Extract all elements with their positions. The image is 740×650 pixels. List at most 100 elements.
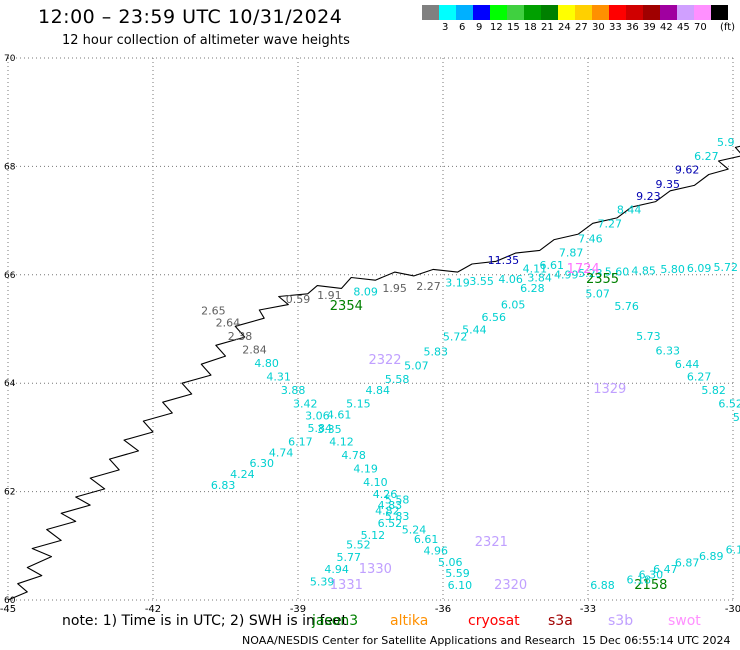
wave-height-label: 8.44: [617, 204, 642, 217]
color-swatch: [473, 5, 490, 20]
wave-height-label: 6.28: [520, 282, 545, 295]
wave-height-label: 4.83: [378, 499, 403, 512]
lat-tick-label: 62: [4, 488, 15, 498]
wave-height-label: 4.31: [266, 370, 291, 383]
wave-height-label: 5.9: [717, 136, 735, 149]
wave-height-label: 1329: [593, 382, 626, 397]
wave-height-label: 5.07: [404, 360, 429, 373]
color-scale-tick-label: 70: [694, 22, 707, 33]
wave-height-label: 4.85: [631, 264, 656, 277]
wave-height-label: 5.76: [614, 300, 639, 313]
wave-height-label: 6.27: [687, 370, 712, 383]
wave-height-label: 2.64: [216, 316, 241, 329]
wave-height-label: 6.87: [675, 556, 700, 569]
color-swatch: [524, 5, 541, 20]
wave-height-label: 5.72: [714, 261, 739, 274]
wave-height-label: 4.94: [324, 563, 349, 576]
wave-height-label: 0.59: [286, 293, 311, 306]
wave-height-label: 4.24: [230, 468, 255, 481]
wave-height-label: 4.19: [353, 463, 378, 476]
credit-text: NOAA/NESDIS Center for Satellite Applica…: [242, 634, 576, 647]
wave-height-label: 2.27: [416, 280, 441, 293]
wave-height-label: 5.82: [701, 384, 726, 397]
lon-tick-label: -42: [145, 604, 161, 615]
wave-height-label: 6.44: [675, 358, 700, 371]
lon-tick-label: -33: [580, 604, 596, 615]
wave-height-label: 2.84: [242, 343, 267, 356]
color-scale-tick-label: 3: [442, 22, 449, 33]
wave-height-label: 8.09: [353, 285, 378, 298]
color-swatch: [558, 5, 575, 20]
color-scale-unit: (ft): [720, 22, 736, 33]
color-scale-tick-label: 12: [490, 22, 503, 33]
track-time-label: 2355: [586, 272, 619, 287]
wave-height-label: 11.35: [488, 254, 520, 267]
wave-height-label: 3.35: [317, 423, 342, 436]
color-scale-tick-label: 42: [660, 22, 673, 33]
wave-height-label: 5.72: [443, 330, 468, 343]
satellite-legend-item: s3b: [608, 613, 634, 629]
wave-height-label: 1331: [330, 578, 363, 593]
wave-height-label: 5.58: [385, 373, 410, 386]
wave-height-label: 3.88: [281, 384, 306, 397]
wave-height-label: 4.11: [523, 263, 548, 276]
wave-height-label: 5.83: [424, 346, 449, 359]
wave-height-label: 4.61: [327, 408, 352, 421]
units-note: note: 1) Time is in UTC; 2) SWH is in fe…: [62, 613, 348, 629]
wave-height-label: 4.82: [375, 504, 400, 517]
wave-height-label: 4.10: [363, 476, 388, 489]
wave-height-label: 6.88: [590, 579, 615, 592]
wave-height-label: 7.87: [559, 246, 584, 259]
wave-height-label: 5.12: [361, 529, 386, 542]
lat-tick-label: 60: [4, 596, 16, 606]
lon-tick-label: -36: [435, 604, 451, 615]
wave-height-label: 3.06: [305, 410, 330, 423]
color-swatch: [422, 5, 439, 20]
wave-height-label: 3.84: [527, 271, 552, 284]
wave-height-label: 2322: [368, 353, 401, 368]
wave-height-label: 6.52: [378, 517, 403, 530]
wave-height-label: 6.09: [687, 262, 712, 275]
wave-height-label: 6.89: [699, 550, 724, 563]
wave-height-label: 4.74: [269, 446, 294, 459]
wave-height-label: 4.99: [554, 269, 579, 282]
satellite-legend-item: swot: [668, 613, 701, 629]
wave-height-labels: 0.59 1.91 8.09 1.95 2.27 3.19 3.55 4.06 3.84 4.99…: [201, 136, 740, 593]
color-scale-tick-label: 45: [677, 22, 690, 33]
color-swatch: [439, 5, 456, 20]
wave-height-label: 3.55: [469, 275, 494, 288]
map-axis-labels: -45 -42 -39 -36 -33 -30 70 68 66 64 62 60: [0, 54, 740, 615]
color-scale-tick-label: 9: [476, 22, 483, 33]
color-swatch: [694, 5, 711, 20]
color-swatch: [711, 5, 728, 20]
wave-height-label: 9.23: [636, 190, 661, 203]
lat-tick-label: 70: [4, 54, 16, 64]
generation-timestamp: 15 Dec 06:55:14 UTC 2024: [582, 634, 731, 647]
lon-tick-label: -39: [290, 604, 306, 615]
lon-tick-label: -45: [0, 604, 16, 615]
wave-height-label: 6.14: [726, 543, 740, 556]
wave-height-label: 6.56: [482, 311, 507, 324]
color-swatch: [575, 5, 592, 20]
lon-tick-label: -30: [725, 604, 740, 615]
map-subtitle: 12 hour collection of altimeter wave hei…: [62, 33, 350, 48]
color-swatch: [660, 5, 677, 20]
wave-height-label: 4.80: [254, 357, 279, 370]
wave-height-label: 2158: [634, 578, 667, 593]
wave-height-label: 5.07: [585, 288, 610, 301]
wave-height-label: 6.52: [718, 398, 740, 411]
color-scale-tick-label: 15: [507, 22, 520, 33]
color-scale-tick-label: 6: [459, 22, 466, 33]
wave-height-label: 7.27: [598, 218, 623, 231]
color-swatch: [643, 5, 660, 20]
wave-height-label: 6.10: [448, 579, 473, 592]
wave-height-label: 5.06: [438, 556, 463, 569]
wave-height-label: 6.83: [211, 479, 236, 492]
color-scale-tick-label: 27: [575, 22, 588, 33]
wave-height-label: 6.05: [501, 298, 526, 311]
greenland-coastline: [7, 145, 740, 601]
track-time-label: 2354: [330, 299, 363, 314]
wave-height-label: 5.84: [308, 422, 333, 435]
color-scale-tick-label: 21: [541, 22, 554, 33]
